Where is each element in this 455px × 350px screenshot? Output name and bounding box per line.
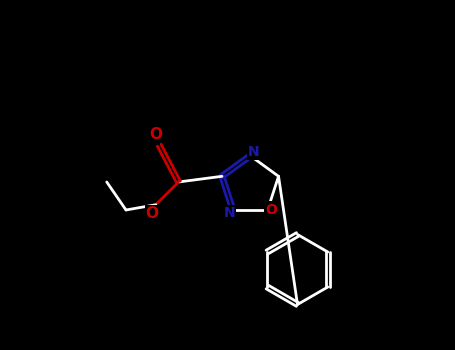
Text: O: O [146,206,159,221]
Text: O: O [265,203,277,217]
Text: N: N [248,145,259,159]
Text: N: N [223,206,235,220]
Text: O: O [149,127,162,142]
